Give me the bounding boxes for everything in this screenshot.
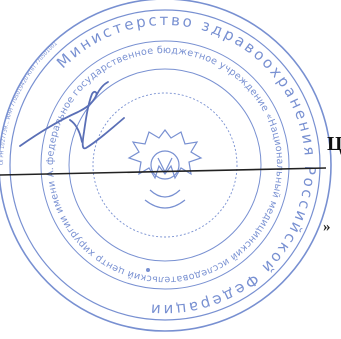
document-rule-line [0, 167, 327, 176]
seal-ring-5 [92, 92, 238, 238]
seal-star-dot [146, 268, 150, 272]
seal-ring-2 [9, 9, 321, 321]
seal-ring-4 [68, 68, 262, 262]
document-text-fragment: Ц [327, 133, 341, 155]
seal-outer-ring [0, 0, 332, 332]
document-mark-fragment: » [323, 219, 331, 235]
double-headed-eagle-emblem [127, 129, 203, 209]
handwritten-signature [19, 81, 125, 150]
official-round-seal: ОГРН 1027739... ИНН 7705019420 КПП 77050… [0, 0, 332, 332]
seal-ring-3 [40, 40, 290, 290]
